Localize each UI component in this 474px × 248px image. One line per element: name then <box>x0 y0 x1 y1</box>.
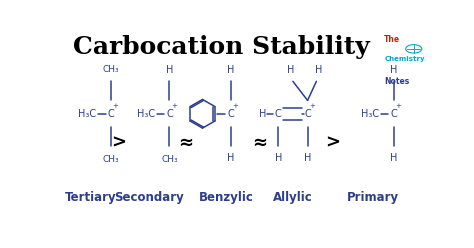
Text: CH₃: CH₃ <box>102 65 119 74</box>
Text: H: H <box>274 153 282 163</box>
Text: Tertiary: Tertiary <box>64 191 116 204</box>
Text: H: H <box>315 65 322 75</box>
Text: H: H <box>166 65 173 75</box>
Text: C: C <box>304 109 311 119</box>
Text: C: C <box>390 109 397 119</box>
Text: H: H <box>259 109 266 119</box>
Text: +: + <box>112 103 118 109</box>
Text: +: + <box>171 103 177 109</box>
Text: C: C <box>275 109 282 119</box>
Text: +: + <box>395 103 401 109</box>
Text: C: C <box>228 109 235 119</box>
Text: Notes: Notes <box>384 77 410 87</box>
Text: H₃C: H₃C <box>361 109 379 119</box>
Text: Benzylic: Benzylic <box>199 191 254 204</box>
Text: H₃C: H₃C <box>137 109 155 119</box>
Text: >: > <box>326 133 340 152</box>
Text: H: H <box>304 153 311 163</box>
Text: H: H <box>390 65 397 75</box>
Text: Carbocation Stability: Carbocation Stability <box>73 35 369 60</box>
Text: H: H <box>390 153 397 163</box>
Text: Chemistry: Chemistry <box>384 57 425 62</box>
Text: CH₃: CH₃ <box>161 155 178 164</box>
Text: Allylic: Allylic <box>273 191 312 204</box>
Text: Primary: Primary <box>347 191 400 204</box>
Text: H: H <box>228 65 235 75</box>
Text: Secondary: Secondary <box>114 191 184 204</box>
Text: ≈: ≈ <box>178 133 193 152</box>
Text: H: H <box>228 153 235 163</box>
Text: C: C <box>166 109 173 119</box>
Text: >: > <box>111 133 126 152</box>
Text: C: C <box>107 109 114 119</box>
Text: H₃C: H₃C <box>78 109 96 119</box>
Text: +: + <box>233 103 238 109</box>
Text: The: The <box>384 35 401 44</box>
Text: +: + <box>309 103 315 109</box>
Text: ≈: ≈ <box>252 133 267 152</box>
Text: CH₃: CH₃ <box>102 155 119 164</box>
Text: H: H <box>287 65 294 75</box>
